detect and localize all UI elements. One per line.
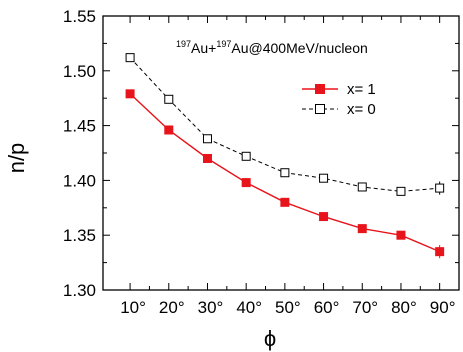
plot-frame	[102, 15, 460, 291]
x-tick-label: 60°	[314, 298, 340, 317]
data-layer	[125, 53, 445, 259]
legend-label-x0: x= 0	[347, 101, 376, 118]
legend: x= 1 x= 0	[302, 81, 376, 118]
data-point-x1	[280, 197, 290, 207]
annotation-element-2: Au@400MeV/nucleon	[231, 40, 367, 56]
data-point-x0	[280, 168, 290, 178]
legend-label-x1: x= 1	[347, 81, 376, 98]
data-point-x0	[396, 186, 406, 196]
data-point-x0	[435, 183, 445, 193]
plot-area	[102, 15, 460, 291]
x-tick-label: 90°	[430, 298, 456, 317]
data-point-x1	[202, 153, 212, 163]
x-tick-label: 80°	[391, 298, 417, 317]
y-tick-label: 1.45	[63, 117, 96, 136]
reaction-annotation: 197Au+197Au@400MeV/nucleon	[176, 39, 368, 56]
y-tick-label: 1.35	[63, 226, 96, 245]
x-tick-label: 20°	[159, 298, 185, 317]
data-point-x1	[241, 178, 251, 188]
y-tick-label: 1.50	[63, 62, 96, 81]
tick-layer: 1.30 1.35 1.40 1.45 1.50 1.55 10° 20° 30° 40° 50° 6…	[63, 7, 459, 317]
x-tick-label: 10°	[120, 298, 146, 317]
annotation-element-1: Au+	[191, 40, 216, 56]
data-point-x1	[357, 224, 367, 234]
data-point-x0	[319, 173, 329, 183]
y-axis-title: n/p	[4, 143, 29, 174]
data-point-x1	[396, 230, 406, 240]
data-point-x0	[164, 94, 174, 104]
legend-marker-x0	[315, 104, 325, 114]
y-tick-label: 1.55	[63, 7, 96, 26]
data-point-x1	[164, 125, 174, 135]
data-point-x1	[319, 212, 329, 222]
data-point-x1	[435, 247, 445, 257]
x-tick-label: 40°	[236, 298, 262, 317]
legend-marker-x1	[315, 84, 325, 94]
data-point-x1	[125, 89, 135, 99]
y-tick-label: 1.40	[63, 171, 96, 190]
data-point-x0	[125, 53, 135, 63]
data-point-x0	[202, 134, 212, 144]
x-tick-label: 30°	[198, 298, 224, 317]
x-tick-label: 70°	[352, 298, 378, 317]
x-tick-label: 50°	[275, 298, 301, 317]
annotation-mass-2: 197	[216, 39, 231, 49]
data-point-x0	[357, 182, 367, 192]
x-axis-title: ϕ	[264, 326, 276, 351]
y-tick-label: 1.30	[63, 281, 96, 300]
data-point-x0	[241, 151, 251, 161]
annotation-mass-1: 197	[176, 39, 191, 49]
